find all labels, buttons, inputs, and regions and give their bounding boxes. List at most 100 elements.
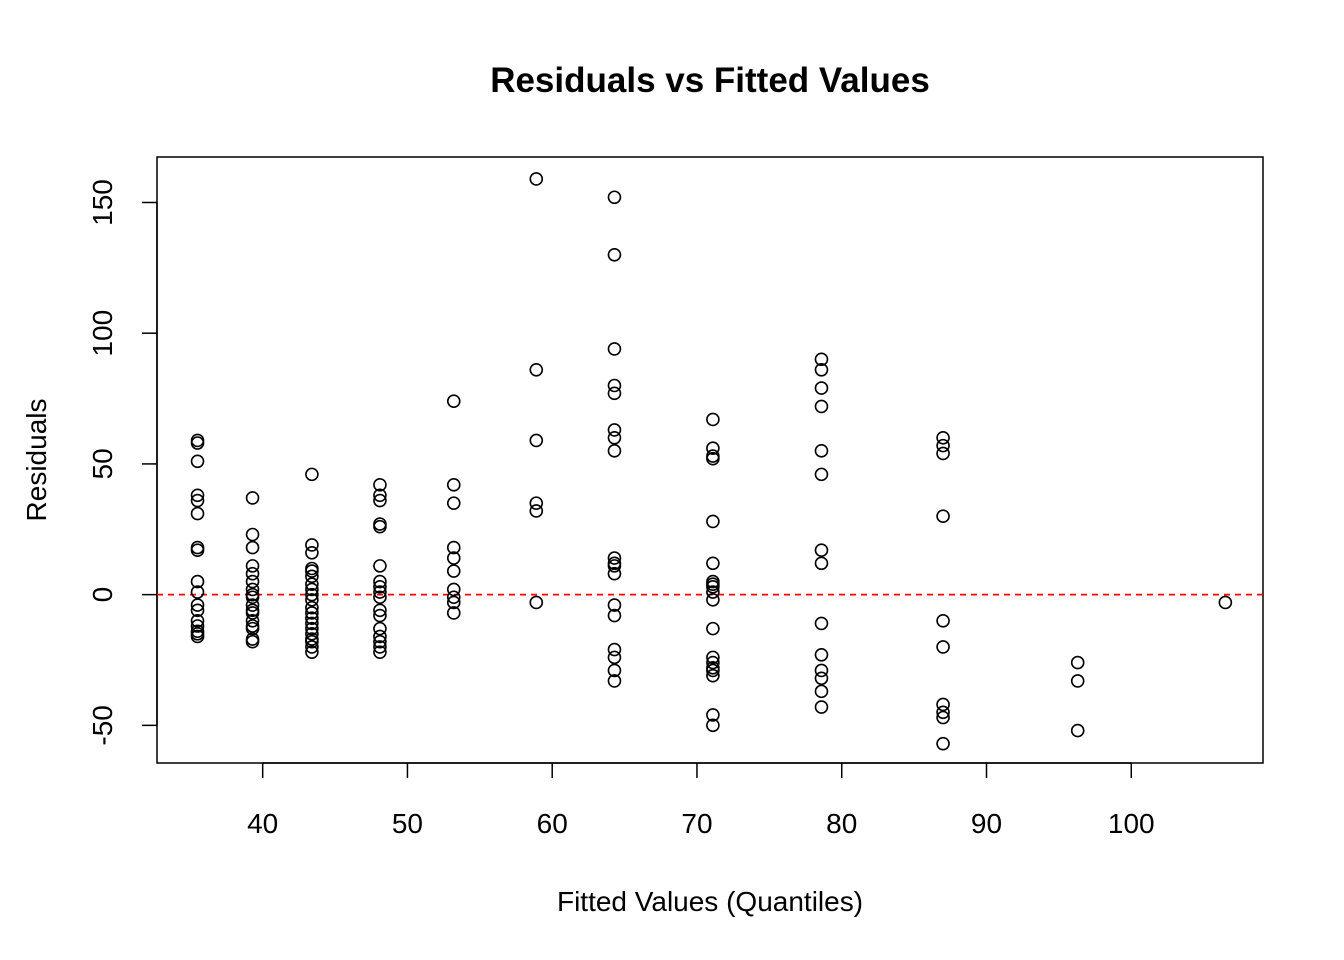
data-point bbox=[446, 496, 461, 510]
data-point bbox=[706, 718, 720, 733]
data-point bbox=[305, 546, 319, 560]
y-tick-label: 150 bbox=[87, 179, 118, 226]
data-point bbox=[190, 629, 205, 644]
data-point bbox=[1070, 723, 1085, 738]
data-point bbox=[706, 449, 720, 463]
data-point bbox=[373, 629, 387, 644]
data-point bbox=[446, 478, 461, 492]
data-point bbox=[814, 663, 829, 678]
data-point bbox=[190, 488, 205, 503]
data-point bbox=[446, 564, 461, 578]
data-point bbox=[814, 556, 829, 571]
y-axis: -50 0 50 100 150 bbox=[87, 179, 158, 746]
data-point bbox=[607, 247, 622, 262]
data-point bbox=[814, 381, 829, 395]
data-point bbox=[814, 616, 829, 631]
data-point bbox=[245, 613, 260, 628]
x-tick-label: 60 bbox=[537, 808, 568, 839]
data-point bbox=[814, 444, 829, 458]
data-point bbox=[373, 519, 387, 534]
data-point bbox=[190, 598, 205, 612]
data-point bbox=[446, 582, 461, 597]
data-point bbox=[373, 608, 387, 623]
data-point bbox=[190, 574, 205, 589]
data-point bbox=[373, 640, 387, 654]
data-point bbox=[373, 488, 387, 503]
data-point bbox=[305, 645, 319, 659]
data-point bbox=[373, 645, 387, 659]
data-point bbox=[305, 640, 319, 654]
data-point bbox=[814, 684, 829, 699]
data-point bbox=[529, 496, 544, 510]
data-point bbox=[814, 671, 829, 686]
data-point bbox=[373, 478, 387, 492]
data-point bbox=[607, 674, 622, 688]
data-point bbox=[607, 598, 622, 612]
data-point bbox=[936, 438, 950, 453]
data-point bbox=[190, 543, 205, 557]
data-point bbox=[245, 574, 260, 589]
data-point bbox=[305, 634, 319, 649]
data-point bbox=[529, 504, 544, 518]
data-point bbox=[607, 566, 622, 581]
data-point bbox=[245, 491, 260, 505]
data-point bbox=[245, 606, 260, 620]
data-point bbox=[814, 363, 829, 377]
data-point bbox=[706, 655, 720, 670]
data-point bbox=[305, 611, 319, 625]
data-point bbox=[373, 621, 387, 636]
data-point bbox=[373, 493, 387, 508]
data-point bbox=[706, 668, 720, 683]
data-point bbox=[814, 467, 829, 482]
data-point bbox=[529, 172, 544, 186]
y-tick-label: -50 bbox=[87, 705, 118, 745]
data-point bbox=[446, 606, 461, 620]
data-point bbox=[607, 423, 622, 437]
data-point bbox=[305, 569, 319, 584]
data-point bbox=[706, 708, 720, 722]
data-point bbox=[373, 517, 387, 531]
data-point bbox=[190, 619, 205, 633]
data-point bbox=[814, 352, 829, 367]
data-point bbox=[936, 613, 950, 628]
data-point bbox=[305, 593, 319, 607]
x-tick-label: 50 bbox=[392, 808, 423, 839]
data-point bbox=[706, 650, 720, 665]
y-tick-label: 50 bbox=[87, 448, 118, 479]
data-point bbox=[446, 590, 461, 605]
data-point bbox=[1070, 674, 1085, 688]
data-point bbox=[607, 190, 622, 205]
data-point bbox=[373, 585, 387, 599]
data-point bbox=[305, 564, 319, 578]
data-point bbox=[706, 514, 720, 529]
data-point bbox=[706, 412, 720, 427]
plot-frame bbox=[156, 156, 1264, 764]
data-point bbox=[190, 493, 205, 508]
x-axis-label: Fitted Values (Quantiles) bbox=[557, 886, 863, 917]
data-point bbox=[936, 640, 950, 654]
data-point bbox=[373, 603, 387, 618]
data-point bbox=[446, 551, 461, 565]
data-point bbox=[1218, 595, 1233, 610]
data-point bbox=[245, 559, 260, 573]
data-point bbox=[936, 736, 950, 751]
data-point bbox=[190, 603, 205, 618]
chart-title: Residuals vs Fitted Values bbox=[490, 61, 930, 100]
data-point bbox=[706, 579, 720, 594]
data-point bbox=[607, 551, 622, 565]
data-point bbox=[305, 616, 319, 631]
data-point bbox=[607, 663, 622, 678]
data-point bbox=[446, 595, 461, 610]
data-point bbox=[814, 700, 829, 714]
data-points bbox=[190, 172, 1233, 751]
y-axis-label: Residuals bbox=[21, 399, 52, 522]
data-point bbox=[936, 697, 950, 712]
data-point bbox=[305, 621, 319, 636]
data-point bbox=[706, 556, 720, 571]
data-point bbox=[245, 634, 260, 649]
data-point bbox=[305, 627, 319, 641]
data-point bbox=[607, 342, 622, 356]
data-point bbox=[373, 559, 387, 573]
data-point bbox=[936, 710, 950, 725]
data-point bbox=[305, 600, 319, 615]
